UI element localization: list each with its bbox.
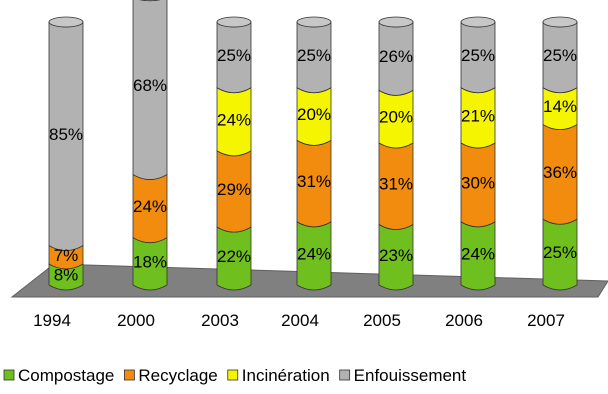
data-label-enfouissement-2000: 68%: [133, 76, 167, 95]
data-label-recyclage-2007: 36%: [543, 163, 577, 182]
data-label-enfouissement-1994: 85%: [49, 125, 83, 144]
x-tick-label-1994: 1994: [33, 311, 71, 330]
data-label-recyclage-2003: 29%: [217, 180, 251, 199]
data-label-incinération-2005: 20%: [379, 108, 413, 127]
x-tick-label-2004: 2004: [281, 311, 319, 330]
bar-top-cap-2006: [460, 16, 496, 28]
data-label-compostage-2005: 23%: [379, 246, 413, 265]
x-tick-label-2007: 2007: [527, 311, 565, 330]
bars-group: 8%7% 85% 18% 24% 68% 22% 29% 24% 25% 24% 31% 20% 25%…: [48, 0, 578, 291]
data-label-incinération-2003: 24%: [217, 110, 251, 129]
data-label-recyclage-1994: 7%: [54, 246, 79, 265]
bar-top-cap-2004: [296, 16, 332, 28]
data-label-incinération-2004: 20%: [297, 105, 331, 124]
legend-swatch-compostage: [3, 369, 15, 381]
data-label-compostage-2006: 24%: [461, 244, 495, 263]
data-label-enfouissement-2007: 25%: [543, 46, 577, 65]
x-tick-label-2005: 2005: [363, 311, 401, 330]
legend-label-recyclage: Recyclage: [138, 366, 217, 385]
data-label-incinération-2006: 21%: [461, 106, 495, 125]
data-label-compostage-2004: 24%: [297, 244, 331, 263]
legend: Compostage Recyclage Incinération Enfouisse…: [3, 366, 467, 385]
data-label-recyclage-2000: 24%: [133, 197, 167, 216]
data-label-compostage-2003: 22%: [217, 247, 251, 266]
data-label-recyclage-2006: 30%: [461, 173, 495, 192]
data-label-compostage-1994: 8%: [54, 265, 79, 284]
legend-label-compostage: Compostage: [18, 366, 114, 385]
bar-top-cap-2003: [216, 16, 252, 28]
data-label-enfouissement-2003: 25%: [217, 46, 251, 65]
legend-swatch-recyclage: [123, 369, 135, 381]
data-label-compostage-2007: 25%: [543, 243, 577, 262]
x-tick-label-2003: 2003: [201, 311, 239, 330]
data-label-recyclage-2005: 31%: [379, 175, 413, 194]
data-label-enfouissement-2005: 26%: [379, 47, 413, 66]
x-axis-ticks: 1994 2000 2003 2004 2005 2006 2007: [33, 311, 565, 330]
data-label-compostage-2000: 18%: [133, 252, 167, 271]
legend-label-incinération: Incinération: [242, 366, 330, 385]
legend-label-enfouissement: Enfouissement: [354, 366, 467, 385]
bar-top-cap-1994: [48, 16, 84, 28]
data-label-incinération-2007: 14%: [543, 97, 577, 116]
x-tick-label-2006: 2006: [445, 311, 483, 330]
legend-swatch-enfouissement: [339, 369, 351, 381]
legend-swatch-incinération: [227, 369, 239, 381]
data-label-enfouissement-2004: 25%: [297, 46, 331, 65]
x-tick-label-2000: 2000: [117, 311, 155, 330]
data-label-enfouissement-2006: 25%: [461, 46, 495, 65]
bar-top-cap-2005: [378, 16, 414, 28]
bar-top-cap-2000: [139, 0, 161, 2]
bar-top-cap-2007: [542, 16, 578, 28]
data-label-recyclage-2004: 31%: [297, 172, 331, 191]
